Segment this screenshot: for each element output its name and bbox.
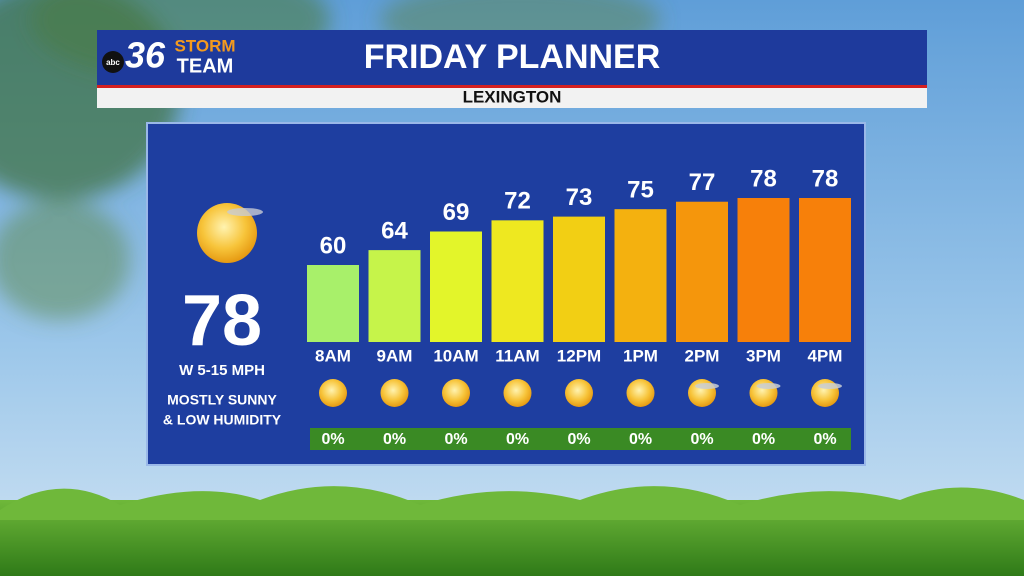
weather-icon: [749, 379, 778, 407]
network-badge: [102, 51, 124, 73]
condition: & LOW HUMIDITY: [163, 412, 282, 428]
bar: [799, 198, 851, 342]
precip-label: 0%: [567, 431, 590, 448]
value-label: 64: [381, 217, 408, 244]
value-label: 77: [689, 169, 716, 196]
value-label: 69: [443, 199, 470, 226]
bar: [614, 209, 667, 342]
x-tick-label: 8AM: [315, 346, 351, 365]
bar: [430, 231, 482, 342]
bar: [553, 216, 605, 342]
value-label: 73: [566, 184, 593, 211]
bar: [307, 265, 359, 342]
logo-line2: TEAM: [177, 55, 234, 77]
precip-strip: [310, 428, 851, 450]
current-icon-cloud: [227, 208, 263, 216]
value-label: 78: [812, 165, 839, 192]
weather-icon: [811, 379, 839, 407]
weather-icon: [442, 379, 470, 407]
logo-line1: STORM: [174, 36, 235, 55]
x-tick-label: 4PM: [808, 346, 843, 365]
bar: [491, 220, 544, 342]
x-tick-label: 11AM: [495, 346, 539, 365]
weather-icon-cloud: [695, 383, 719, 389]
bar: [737, 198, 790, 342]
condition: MOSTLY SUNNY: [167, 392, 277, 408]
precip-label: 0%: [506, 431, 529, 448]
current-icon: [197, 203, 257, 263]
weather-icon: [319, 379, 347, 407]
precip-label: 0%: [752, 431, 775, 448]
x-tick-label: 2PM: [685, 346, 720, 365]
location-bar: [97, 88, 927, 108]
x-tick-label: 10AM: [433, 346, 478, 365]
weather-icon-cloud: [818, 383, 842, 389]
value-label: 60: [320, 232, 347, 259]
precip-label: 0%: [383, 431, 406, 448]
bar: [368, 250, 421, 342]
current-temperature: 78: [182, 281, 262, 361]
weather-icon: [688, 379, 716, 407]
precip-label: 0%: [321, 431, 344, 448]
wind: W 5-15 MPH: [179, 362, 265, 379]
precip-label: 0%: [813, 431, 836, 448]
weather-icon-cloud: [756, 383, 781, 389]
title-bar: [97, 30, 927, 85]
title-rule: [97, 85, 927, 88]
x-tick-label: 12PM: [557, 346, 601, 365]
precip-label: 0%: [629, 431, 652, 448]
grass: [0, 486, 1024, 576]
value-label: 78: [750, 165, 777, 192]
x-tick-label: 3PM: [746, 346, 781, 365]
value-label: 72: [504, 188, 531, 215]
weather-icon: [565, 379, 593, 407]
logo-number: 36: [125, 35, 166, 76]
weather-icon: [503, 379, 532, 407]
weather-icon: [380, 379, 409, 407]
x-tick-label: 1PM: [623, 346, 658, 365]
precip-label: 0%: [444, 431, 467, 448]
value-label: 75: [627, 177, 654, 204]
location: LEXINGTON: [463, 87, 562, 106]
precip-label: 0%: [690, 431, 713, 448]
weather-icon: [626, 379, 655, 407]
network: abc: [106, 58, 120, 67]
x-tick-label: 9AM: [377, 346, 413, 365]
chart-title: FRIDAY PLANNER: [364, 38, 661, 76]
bar: [676, 201, 728, 342]
